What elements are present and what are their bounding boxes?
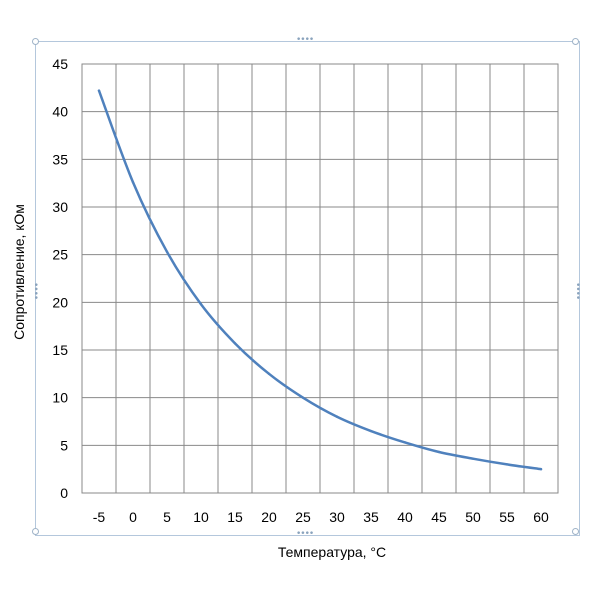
data-point — [131, 181, 135, 184]
corner-handle-bottom-right-icon[interactable] — [572, 528, 579, 535]
chart-frame[interactable]: •••• •••• •••• •••• — [30, 36, 582, 539]
y-tick-label: 20 — [52, 294, 68, 310]
x-tick-label: 60 — [533, 509, 549, 525]
x-tick-label: 30 — [329, 509, 345, 525]
x-tick-label: -5 — [93, 509, 106, 525]
data-point — [233, 342, 237, 345]
data-point — [437, 450, 441, 454]
y-tick-label: 15 — [52, 342, 68, 358]
y-tick-label: 40 — [52, 104, 68, 120]
gridlines — [82, 64, 558, 493]
resize-handle-bottom-icon[interactable]: •••• — [296, 529, 314, 539]
series-group — [97, 89, 543, 471]
y-tick-label: 5 — [60, 437, 68, 453]
x-tick-label: 45 — [431, 509, 447, 525]
data-point — [301, 396, 305, 399]
resize-handle-right-icon[interactable]: •••• — [572, 282, 582, 300]
x-tick-label: 15 — [227, 509, 243, 525]
data-point — [97, 89, 101, 92]
data-point — [471, 457, 475, 460]
y-tick-label: 35 — [52, 151, 68, 167]
data-point — [539, 467, 543, 471]
x-tick-label: 40 — [397, 509, 413, 525]
data-point — [335, 415, 339, 418]
x-tick-label: 25 — [295, 509, 311, 525]
corner-handle-bottom-left-icon[interactable] — [32, 528, 39, 535]
x-tick-label: 5 — [163, 509, 171, 525]
y-axis-tick-labels: 0 5 10 15 20 25 30 35 40 45 — [52, 56, 68, 501]
corner-handle-top-right-icon[interactable] — [572, 38, 579, 45]
x-axis-title: Температура, °C — [278, 544, 386, 560]
y-axis-title: Сопротивление, кОм — [11, 204, 27, 340]
data-point — [199, 303, 203, 306]
data-point — [403, 441, 407, 444]
corner-handle-top-left-icon[interactable] — [32, 38, 39, 45]
resize-handle-top-icon[interactable]: •••• — [296, 35, 314, 45]
y-tick-label: 30 — [52, 199, 68, 215]
y-tick-label: 0 — [60, 485, 68, 501]
data-point — [369, 429, 373, 433]
y-tick-label: 10 — [52, 390, 68, 406]
plot-area-border — [81, 63, 559, 494]
x-tick-label: 55 — [499, 509, 515, 525]
x-tick-label: 0 — [129, 509, 137, 525]
y-tick-label: 45 — [52, 56, 68, 72]
data-point — [165, 250, 169, 254]
resize-handle-left-icon[interactable]: •••• — [30, 282, 40, 300]
x-tick-label: 50 — [465, 509, 481, 525]
x-tick-label: 35 — [363, 509, 379, 525]
data-point — [505, 463, 509, 466]
x-axis-tick-labels: -5 0 5 10 15 20 25 30 35 40 45 50 55 60 — [93, 509, 549, 525]
x-tick-label: 10 — [193, 509, 209, 525]
x-tick-label: 20 — [261, 509, 277, 525]
data-point — [267, 372, 271, 376]
y-tick-label: 25 — [52, 247, 68, 263]
